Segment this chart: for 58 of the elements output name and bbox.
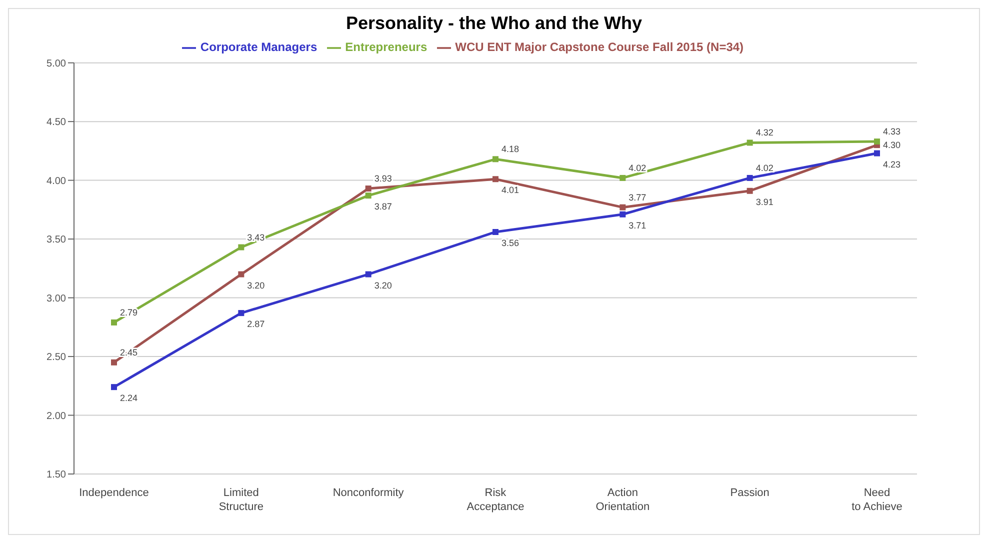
chart-title: Personality - the Who and the Why	[344, 13, 643, 34]
data-label: 3.20	[374, 280, 392, 290]
data-label: 4.18	[502, 144, 520, 154]
point	[365, 271, 372, 278]
point	[365, 192, 372, 199]
y-tick-label: 2.00	[46, 410, 66, 422]
x-tick-label: Risk Acceptance	[466, 487, 524, 513]
point	[238, 310, 244, 316]
data-label: 4.01	[502, 185, 520, 196]
x-tick-label: Independence	[79, 487, 149, 499]
x-tick-label: Nonconformity	[332, 487, 404, 499]
x-tick-label: Limited Structure	[218, 487, 264, 513]
point	[492, 176, 498, 182]
legend-label: Entrepreneurs	[345, 40, 428, 54]
data-label: 3.91	[756, 196, 774, 207]
data-label: 3.87	[374, 202, 392, 212]
data-label: 3.56	[502, 238, 520, 248]
point	[238, 244, 244, 250]
x-tick-label: Passion	[730, 487, 770, 499]
data-label: 3.77	[628, 192, 646, 202]
point	[874, 138, 880, 145]
x-tick-label: Action Orientation	[596, 487, 650, 513]
point	[874, 150, 880, 156]
data-label: 3.71	[628, 220, 646, 230]
point	[746, 188, 753, 194]
x-tick-label: Need to Achieve	[852, 487, 902, 513]
data-label: 3.20	[247, 280, 265, 290]
y-tick-label: 5.00	[46, 58, 66, 70]
point	[620, 211, 626, 218]
point	[365, 186, 372, 192]
data-label: 4.02	[756, 162, 774, 173]
y-tick-label: 3.50	[46, 234, 66, 246]
point	[111, 359, 117, 366]
point	[111, 384, 117, 390]
point	[492, 228, 498, 235]
point	[111, 319, 117, 326]
point	[620, 174, 626, 181]
point	[492, 156, 498, 162]
point	[238, 271, 244, 278]
point	[620, 204, 626, 210]
data-label: 4.33	[883, 126, 901, 137]
data-label: 3.43	[247, 232, 265, 242]
data-label: 4.32	[756, 128, 774, 138]
data-label: 4.02	[628, 162, 646, 173]
y-tick-label: 1.50	[46, 470, 66, 481]
legend-label: Corporate Managers	[200, 40, 318, 54]
point	[746, 174, 753, 181]
point	[746, 140, 753, 146]
y-tick-label: 2.50	[46, 352, 66, 364]
data-label: 2.87	[247, 319, 265, 330]
data-label: 4.30	[883, 140, 901, 150]
data-label: 4.23	[883, 159, 901, 170]
y-tick-label: 4.50	[46, 117, 66, 128]
legend-label: WCU ENT Major Capstone Course Fall 2015 (N=34)	[455, 40, 744, 54]
y-tick-label: 3.00	[46, 293, 66, 304]
y-tick-label: 4.00	[46, 176, 66, 187]
data-label: 2.24	[120, 393, 138, 404]
data-label: 3.93	[374, 174, 392, 184]
